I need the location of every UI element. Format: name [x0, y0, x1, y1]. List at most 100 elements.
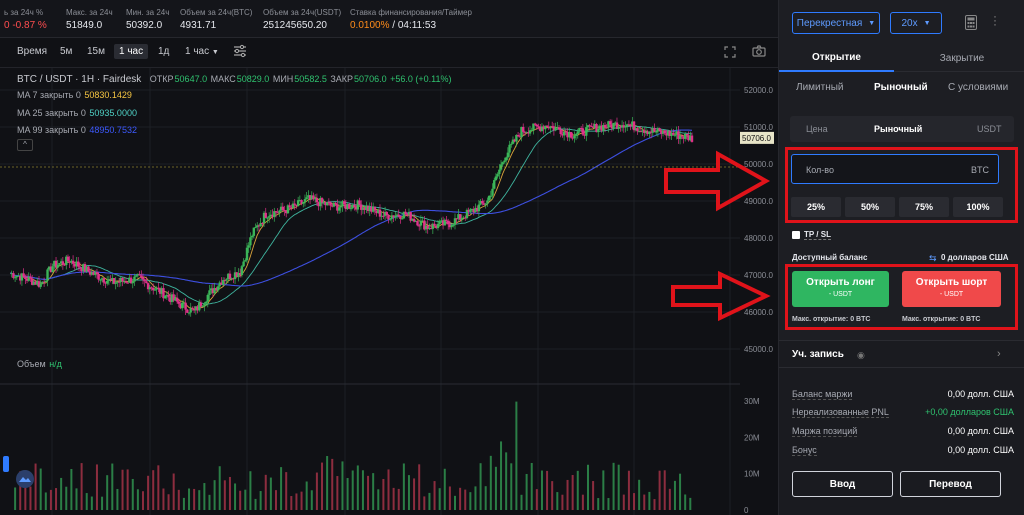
volume-bar	[510, 463, 513, 510]
candle	[597, 128, 600, 133]
quantity-input[interactable]: Кол-во BTC	[791, 154, 999, 184]
candle	[489, 195, 493, 197]
scroll-handle[interactable]	[3, 456, 9, 472]
tpsl-checkbox[interactable]	[792, 231, 800, 239]
account-row-bonus: Бонус 0,00 долл. США	[792, 445, 1014, 456]
candle	[32, 281, 36, 285]
candle	[216, 286, 220, 291]
candle	[186, 309, 189, 313]
deposit-button[interactable]: Ввод	[792, 471, 893, 497]
candle	[92, 272, 95, 275]
candle	[515, 134, 518, 142]
more-menu-icon[interactable]: · · ·	[993, 9, 997, 31]
candle	[366, 206, 370, 211]
candle	[547, 126, 550, 129]
order-type-limit[interactable]: Лимитный	[796, 82, 844, 93]
price-field[interactable]: Цена Рыночный USDT	[790, 116, 1014, 142]
candle	[418, 225, 421, 227]
price-tick: 50000.0	[744, 160, 773, 169]
calculator-icon[interactable]	[965, 15, 977, 35]
candle	[158, 288, 162, 294]
candle	[238, 272, 242, 276]
transfer-button[interactable]: Перевод	[900, 471, 1001, 497]
candle	[608, 121, 612, 125]
candle	[392, 215, 395, 218]
expand-icon[interactable]	[724, 46, 736, 61]
candle	[520, 126, 523, 138]
price-chart[interactable]: 52000.0 51000.0 50000.0 49000.0 48000.0 47000…	[0, 68, 778, 515]
eye-icon[interactable]: ◉	[857, 350, 865, 360]
candle	[458, 214, 462, 220]
order-type-conditional[interactable]: С условиями	[948, 82, 1009, 93]
funding-rate: 0.0100%	[350, 20, 390, 31]
percent-50-button[interactable]: 50%	[845, 197, 895, 217]
volume-bar	[65, 486, 68, 510]
interval-1h[interactable]: 1 час	[114, 44, 149, 59]
candle	[80, 267, 83, 272]
candle	[308, 195, 312, 200]
candle	[221, 280, 225, 285]
volume-bar	[474, 486, 477, 510]
margin-mode-select[interactable]: Перекрестная ▼	[792, 12, 880, 34]
volume-bar	[561, 494, 564, 510]
ticker-stats-bar: ь за 24ч % 0 -0.87 % Макс. за 24ч 51849.…	[0, 0, 778, 38]
candle	[124, 281, 128, 283]
volume-bar	[208, 494, 211, 510]
candle	[690, 135, 694, 142]
open-short-button[interactable]: Открыть шорт - USDT	[902, 271, 1001, 307]
percent-25-button[interactable]: 25%	[791, 197, 841, 217]
candle	[685, 133, 689, 136]
interval-dropdown[interactable]: 1 час ▼	[185, 46, 219, 57]
swap-icon[interactable]: ⇆	[929, 253, 937, 263]
candle	[24, 276, 27, 280]
collapse-legend-icon[interactable]: ^	[17, 139, 33, 151]
candle	[293, 203, 296, 205]
candle	[402, 211, 406, 219]
volume-bar	[341, 461, 344, 510]
candle	[49, 266, 53, 273]
open-long-button[interactable]: Открыть лонг - USDT	[792, 271, 889, 307]
candle	[549, 126, 552, 129]
candle	[37, 281, 41, 287]
candle	[235, 272, 238, 277]
chevron-down-icon: ▼	[868, 19, 876, 27]
order-type-market[interactable]: Рыночный	[874, 82, 928, 93]
interval-5m[interactable]: 5м	[60, 46, 73, 57]
candle	[206, 294, 209, 302]
interval-1d[interactable]: 1д	[158, 46, 170, 57]
candle	[614, 122, 617, 124]
candle	[522, 126, 525, 132]
logo-icon[interactable]	[16, 470, 34, 488]
chevron-right-icon[interactable]: ›	[997, 348, 1001, 360]
tab-open[interactable]: Открытие	[779, 44, 894, 72]
candle	[100, 278, 104, 280]
indicators-icon[interactable]	[233, 44, 247, 61]
volume-bar	[331, 458, 334, 510]
volume-bar	[106, 475, 109, 510]
interval-15m[interactable]: 15м	[87, 46, 105, 57]
candle	[445, 219, 448, 221]
candle	[225, 279, 228, 281]
candle	[73, 263, 76, 267]
candle	[617, 126, 620, 129]
volume-legend: Объем н/д	[17, 359, 62, 369]
candle	[670, 132, 673, 137]
stat-change-24h: ь за 24ч % 0 -0.87 %	[4, 8, 47, 31]
leverage-select[interactable]: 20x ▼	[890, 12, 942, 34]
candle	[141, 277, 145, 280]
percent-75-button[interactable]: 75%	[899, 197, 949, 217]
candle	[247, 245, 250, 248]
time-label[interactable]: Время	[17, 46, 48, 57]
candle	[250, 235, 254, 238]
tab-close[interactable]: Закрытие	[939, 52, 985, 64]
camera-icon[interactable]	[752, 45, 766, 60]
candle	[612, 123, 615, 129]
volume-bar	[627, 470, 630, 510]
candle	[109, 279, 112, 281]
stat-volume-usdt: Объем за 24ч(USDT) 251245650.20	[263, 8, 342, 31]
candle	[203, 303, 206, 306]
volume-bar	[193, 488, 196, 510]
candle	[672, 132, 675, 135]
candle	[518, 136, 521, 138]
percent-100-button[interactable]: 100%	[953, 197, 1003, 217]
